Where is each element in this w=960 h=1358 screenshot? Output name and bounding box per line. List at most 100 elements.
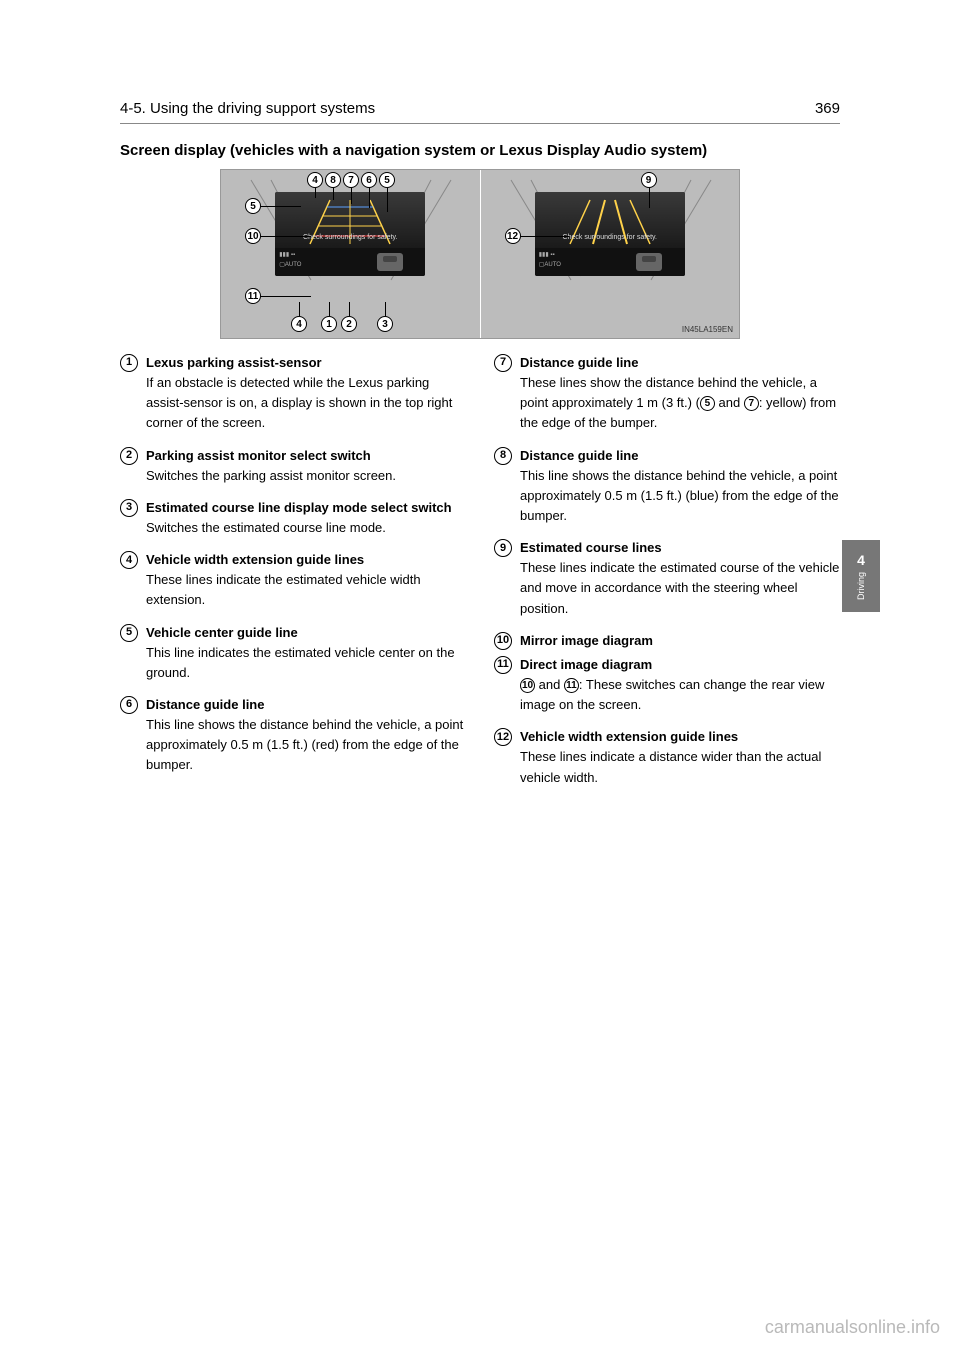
page: 4-5. Using the driving support systems 3… [0,0,960,1358]
figure-left: Check surroundings for safety. ▮▮▮ ▪▪ ▢A… [221,170,480,338]
item-2: 2 Parking assist monitor select switch S… [120,446,466,486]
lead [333,188,334,200]
band-right [354,248,425,276]
lead [299,302,300,316]
lead [369,188,370,208]
band-line-2-r: ▢AUTO [539,260,610,270]
callout-7: 7 [343,172,359,188]
item-num-6: 6 [120,696,138,714]
side-tab-label: Driving [856,572,866,600]
item-desc-5: This line indicates the estimated vehicl… [146,643,466,683]
item-desc-11: 10 and 11: These switches can change the… [520,675,840,715]
right-column: 7 Distance guide line These lines show t… [494,353,840,800]
screen-band-left: ▮▮▮ ▪▪ ▢AUTO [275,248,425,276]
lead [261,206,301,207]
item-title-11: Direct image diagram [520,655,840,675]
lead [385,302,386,316]
inline-7: 7 [744,396,759,411]
car-top-icon [377,253,403,271]
inline-10: 10 [520,678,535,693]
item-desc-6: This line shows the distance behind the … [146,715,466,775]
item-num-10: 10 [494,632,512,650]
inline-5: 5 [700,396,715,411]
lead [329,302,330,316]
callout-1: 1 [321,316,337,332]
section-title: 4-5. Using the driving support systems [120,100,375,117]
lead [387,188,388,212]
callout-9: 9 [641,172,657,188]
item-3: 3 Estimated course line display mode sel… [120,498,466,538]
callout-6: 6 [361,172,377,188]
left-column: 1 Lexus parking assist-sensor If an obst… [120,353,466,800]
callout-5-side: 5 [245,198,261,214]
item-num-8: 8 [494,447,512,465]
item-12: 12 Vehicle width extension guide lines T… [494,727,840,787]
lead [351,188,352,204]
item-num-11: 11 [494,656,512,674]
watermark: carmanualsonline.info [765,1317,940,1338]
lead [261,296,311,297]
figure-code: IN45LA159EN [682,325,733,334]
item-10: 10 Mirror image diagram [494,631,840,651]
side-tab-num: 4 [857,552,865,568]
item-7: 7 Distance guide line These lines show t… [494,353,840,434]
car-top-icon-r [636,253,662,271]
callout-12: 12 [505,228,521,244]
band-line-1-r: ▮▮▮ ▪▪ [539,250,610,260]
item-title-9: Estimated course lines [520,538,840,558]
nav-screen-left: Check surroundings for safety. ▮▮▮ ▪▪ ▢A… [275,192,425,276]
item-title-4: Vehicle width extension guide lines [146,550,466,570]
item-num-12: 12 [494,728,512,746]
item-9: 9 Estimated course lines These lines ind… [494,538,840,619]
callout-2: 2 [341,316,357,332]
columns: 1 Lexus parking assist-sensor If an obst… [120,353,840,800]
item-num-5: 5 [120,624,138,642]
item-1: 1 Lexus parking assist-sensor If an obst… [120,353,466,434]
side-tab: 4 Driving [842,540,880,612]
item-desc-9: These lines indicate the estimated cours… [520,558,840,618]
item-6: 6 Distance guide line This line shows th… [120,695,466,776]
nav-screen-right: Check surroundings for safety. ▮▮▮ ▪▪ ▢A… [535,192,685,276]
lead [315,188,316,198]
item-num-3: 3 [120,499,138,517]
callout-8: 8 [325,172,341,188]
band-line-1: ▮▮▮ ▪▪ [279,250,350,260]
callout-3: 3 [377,316,393,332]
item-title-6: Distance guide line [146,695,466,715]
item-desc-8: This line shows the distance behind the … [520,466,840,526]
lead [649,188,650,208]
item-title-8: Distance guide line [520,446,840,466]
item-title-10: Mirror image diagram [520,631,653,651]
header-row: 4-5. Using the driving support systems 3… [120,100,840,124]
band-left-text-r: ▮▮▮ ▪▪ ▢AUTO [535,248,614,276]
item-title-12: Vehicle width extension guide lines [520,727,840,747]
item-desc-2: Switches the parking assist monitor scre… [146,466,396,486]
item-desc-12: These lines indicate a distance wider th… [520,747,840,787]
item-11: 11 Direct image diagram 10 and 11: These… [494,655,840,715]
callout-10: 10 [245,228,261,244]
callout-11: 11 [245,288,261,304]
item-desc-3: Switches the estimated course line mode. [146,518,452,538]
figure: Check surroundings for safety. ▮▮▮ ▪▪ ▢A… [220,169,740,339]
item-num-4: 4 [120,551,138,569]
item-num-9: 9 [494,539,512,557]
item-title-2: Parking assist monitor select switch [146,446,396,466]
item-title-7: Distance guide line [520,353,840,373]
subheading: Screen display (vehicles with a navigati… [120,142,840,159]
item-desc-7: These lines show the distance behind the… [520,373,840,433]
item-num-2: 2 [120,447,138,465]
item-num-1: 1 [120,354,138,372]
item-num-7: 7 [494,354,512,372]
callout-5-top: 5 [379,172,395,188]
band-line-2: ▢AUTO [279,260,350,270]
item-title-5: Vehicle center guide line [146,623,466,643]
lead [521,236,569,237]
item-desc-4: These lines indicate the estimated vehic… [146,570,466,610]
callout-4-bottom: 4 [291,316,307,332]
lead [349,302,350,316]
item-title-3: Estimated course line display mode selec… [146,498,452,518]
page-number: 369 [815,100,840,117]
item-title-1: Lexus parking assist-sensor [146,353,466,373]
band-right-r [614,248,685,276]
lead [261,236,311,237]
